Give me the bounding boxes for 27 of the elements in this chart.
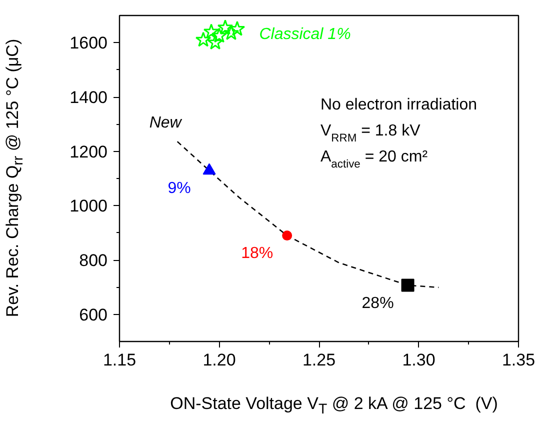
series-label: Classical 1% bbox=[259, 26, 351, 43]
x-tick-label: 1.20 bbox=[202, 350, 236, 370]
legend-label: New bbox=[149, 114, 183, 132]
y-tick-label: 800 bbox=[79, 251, 108, 270]
point bbox=[401, 278, 414, 292]
y-tick-label: 1400 bbox=[70, 88, 108, 107]
annotation: No electron irradiation bbox=[320, 96, 478, 114]
point bbox=[217, 19, 234, 35]
annotation: 9% bbox=[168, 180, 191, 198]
y-tick-label: 1600 bbox=[70, 34, 108, 53]
point bbox=[195, 32, 212, 47]
point bbox=[203, 24, 220, 39]
y-tick-label: 1200 bbox=[70, 142, 108, 162]
y-tick-label: 600 bbox=[79, 305, 108, 324]
x-tick-label: 1.30 bbox=[402, 350, 436, 370]
point bbox=[202, 163, 216, 175]
x-tick-label: 1.25 bbox=[302, 350, 336, 370]
point bbox=[211, 28, 228, 43]
annotation: 28% bbox=[362, 294, 394, 312]
y-tick-label: 1000 bbox=[70, 196, 108, 216]
point bbox=[229, 20, 246, 36]
point bbox=[207, 34, 224, 50]
x-tick-label: 1.35 bbox=[502, 350, 536, 370]
x-axis-title: ON-State Voltage V$_{T}$ @ 2 kA @ 125 °C (V) bbox=[169, 393, 499, 420]
annotation: 18% bbox=[241, 245, 274, 262]
point bbox=[282, 230, 292, 241]
x-tick-label: 1.15 bbox=[102, 350, 136, 370]
